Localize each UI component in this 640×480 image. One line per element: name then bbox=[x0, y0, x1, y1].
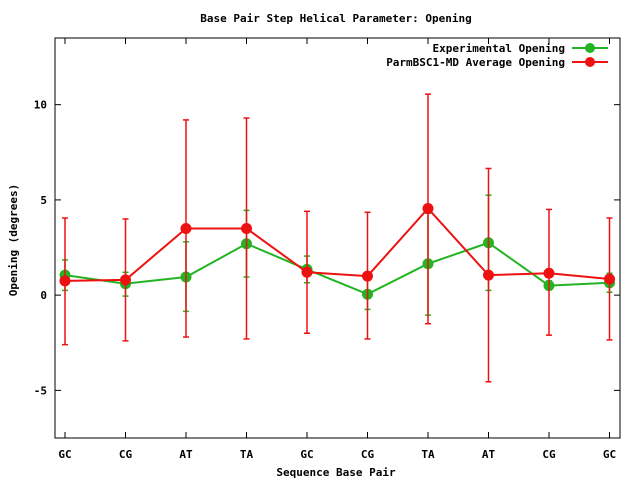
y-axis-label: Opening (degrees) bbox=[7, 184, 20, 297]
plot-frame bbox=[54, 37, 621, 439]
chart-title: Base Pair Step Helical Parameter: Openin… bbox=[200, 12, 472, 25]
legend-marker bbox=[585, 43, 595, 53]
legend-label: ParmBSC1-MD Average Opening bbox=[386, 56, 565, 69]
data-point bbox=[180, 222, 192, 234]
legend-marker bbox=[585, 57, 595, 67]
x-tick-label: AT bbox=[179, 448, 193, 461]
y-tick-label: 10 bbox=[34, 99, 47, 112]
y-axis: -5 0 5 10 bbox=[34, 99, 620, 397]
x-tick-label: TA bbox=[421, 448, 435, 461]
series-line bbox=[64, 241, 610, 296]
x-tick-label: GC bbox=[300, 448, 313, 461]
x-tick-label: GC bbox=[603, 448, 616, 461]
x-tick-label: AT bbox=[482, 448, 496, 461]
x-tick-label: CG bbox=[361, 448, 375, 461]
x-axis-label: Sequence Base Pair bbox=[276, 466, 396, 479]
x-tick-label: TA bbox=[240, 448, 254, 461]
plot-border bbox=[54, 37, 621, 439]
y-tick-label: -5 bbox=[34, 384, 47, 397]
series-2 bbox=[59, 93, 615, 383]
x-tick-label: CG bbox=[119, 448, 133, 461]
x-axis: GC CG AT TA GC CG TA AT CG GC bbox=[58, 38, 616, 461]
x-tick-label: CG bbox=[542, 448, 556, 461]
data-point bbox=[422, 202, 434, 214]
data-point bbox=[301, 266, 313, 278]
data-point bbox=[241, 222, 252, 234]
data-point bbox=[59, 275, 71, 287]
data-point bbox=[543, 267, 555, 279]
series-layer bbox=[59, 93, 615, 383]
y-tick-label: 5 bbox=[40, 194, 47, 207]
data-point bbox=[483, 269, 494, 281]
y-tick-label: 0 bbox=[40, 289, 47, 302]
data-point bbox=[120, 274, 131, 286]
series-line bbox=[64, 206, 610, 282]
data-point bbox=[604, 273, 615, 285]
data-point bbox=[362, 270, 373, 282]
legend-label: Experimental Opening bbox=[433, 42, 565, 55]
x-tick-label: GC bbox=[58, 448, 71, 461]
